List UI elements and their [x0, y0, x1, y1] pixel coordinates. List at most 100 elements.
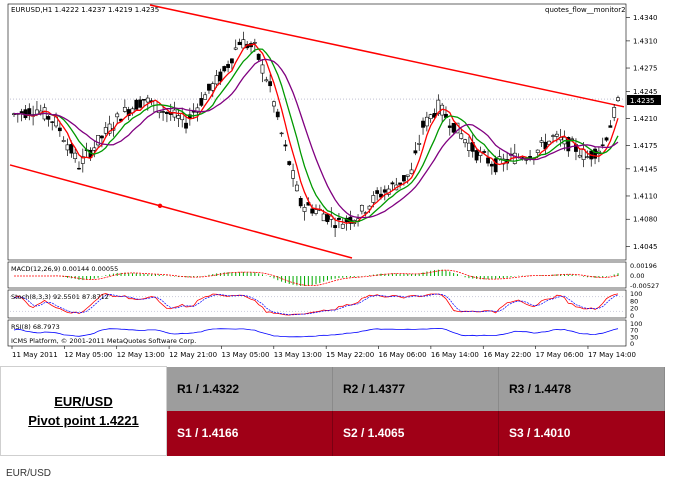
candle-body	[616, 97, 620, 102]
candle-body	[421, 120, 425, 128]
candle-body	[222, 66, 227, 72]
candle-body	[417, 142, 422, 145]
candle-body	[96, 135, 101, 146]
candle-body	[142, 99, 146, 101]
candle-body	[340, 223, 345, 229]
candle-body	[486, 157, 490, 164]
candle-body	[65, 144, 70, 151]
candle-body	[424, 116, 429, 127]
candle-body	[593, 148, 597, 159]
candle-body	[474, 150, 479, 161]
ma-slow-line	[13, 58, 619, 219]
candle-body	[145, 97, 150, 103]
candle-body	[256, 53, 261, 60]
candle-body	[375, 190, 380, 194]
candle-body	[57, 127, 62, 132]
candle-body	[428, 114, 433, 119]
time-tick-label: 15 May 22:00	[326, 351, 374, 359]
candle-body	[612, 107, 617, 118]
candle-body	[554, 133, 559, 137]
candle-body	[402, 175, 406, 182]
macd-tick-label: -0.00527	[630, 282, 659, 290]
pair-cell: EUR/USD Pivot point 1.4221	[0, 366, 167, 456]
stoch-tick-label: 80	[630, 297, 638, 305]
candle-body	[298, 198, 303, 207]
s2-cell: S2 / 1.4065	[332, 411, 499, 456]
candle-body	[107, 123, 112, 134]
candle-body	[264, 79, 269, 82]
candle-body	[337, 217, 341, 220]
candle-body	[237, 41, 242, 46]
channel-upper-line	[149, 4, 625, 108]
price-tick-label: 1.4145	[633, 165, 658, 173]
candle-body	[272, 101, 276, 107]
candle-body	[268, 81, 273, 87]
main-pane	[7, 3, 627, 261]
price-tick-label: 1.4210	[633, 115, 658, 123]
candle-body	[600, 144, 605, 146]
candle-body	[287, 161, 292, 165]
time-tick-label: 13 May 13:00	[274, 351, 322, 359]
candle-body	[218, 71, 223, 82]
candle-body	[314, 209, 318, 214]
s1-cell: S1 / 1.4166	[166, 411, 333, 456]
candle-body	[252, 42, 257, 44]
r2-cell: R2 / 1.4377	[332, 366, 499, 411]
candle-body	[325, 214, 330, 223]
candle-body	[382, 189, 387, 193]
indicator-label: quotes_flow__monitor2	[545, 6, 626, 14]
candle-body	[436, 99, 441, 115]
pivot-point: Pivot point 1.4221	[28, 413, 139, 428]
candle-body	[199, 98, 204, 106]
candle-body	[359, 204, 364, 212]
rsi-tick-label: 100	[630, 320, 642, 328]
candle-body	[195, 107, 200, 113]
candle-body	[210, 83, 215, 91]
candle-body	[165, 111, 169, 115]
price-tick-label: 1.4310	[633, 37, 658, 45]
stoch-d-line	[13, 293, 619, 316]
candle-body	[451, 122, 456, 133]
time-tick-label: 12 May 05:00	[64, 351, 112, 359]
candle-body	[604, 137, 609, 141]
candle-body	[447, 125, 452, 128]
candle-body	[161, 111, 165, 113]
candle-body	[467, 142, 471, 151]
r3-cell: R3 / 1.4478	[498, 366, 665, 411]
rsi-tick-label: 70	[630, 327, 638, 335]
ma-mid-line	[13, 48, 619, 223]
copyright: ICMS Platform, © 2001-2011 MetaQuotes So…	[11, 337, 196, 345]
candle-body	[229, 58, 234, 64]
macd-tick-label: 0.00	[630, 272, 644, 280]
candle-body	[310, 208, 315, 214]
pair-name: EUR/USD	[54, 394, 113, 409]
macd-pane	[7, 261, 627, 289]
candle-body	[535, 149, 540, 153]
candle-body	[379, 193, 383, 198]
candle-body	[233, 47, 238, 50]
stoch-tick-label: 0	[630, 312, 634, 320]
price-tick-label: 1.4245	[633, 88, 658, 96]
rsi-label: RSI(8) 68.7973	[11, 323, 60, 331]
candle-body	[405, 174, 410, 177]
candle-body	[294, 184, 299, 192]
candle-body	[489, 163, 494, 167]
time-tick-label: 11 May 2011	[12, 351, 58, 359]
rsi-tick-label: 30	[630, 333, 638, 341]
candle-body	[176, 115, 181, 119]
candle-body	[184, 122, 188, 129]
candle-body	[455, 122, 460, 134]
candle-body	[608, 125, 613, 128]
candle-body	[566, 137, 571, 152]
candle-body	[333, 225, 338, 229]
price-chart: 1.4340 1.4310 1.4275 1.4245 1.4210 1.4175 1.41…	[7, 3, 661, 359]
candle-body	[80, 156, 85, 164]
macd-tick-label: 0.00196	[630, 262, 657, 270]
pivot-levels-table: EUR/USD Pivot point 1.4221 R1 / 1.4322 R…	[0, 366, 665, 456]
candle-body	[92, 147, 97, 151]
stoch-label: Stoch(8,3,3) 92.5501 87.8712	[11, 293, 109, 301]
candle-body	[50, 121, 55, 123]
stoch-k-line	[13, 293, 619, 316]
candle-body	[409, 169, 414, 175]
time-tick-label: 17 May 06:00	[536, 351, 584, 359]
